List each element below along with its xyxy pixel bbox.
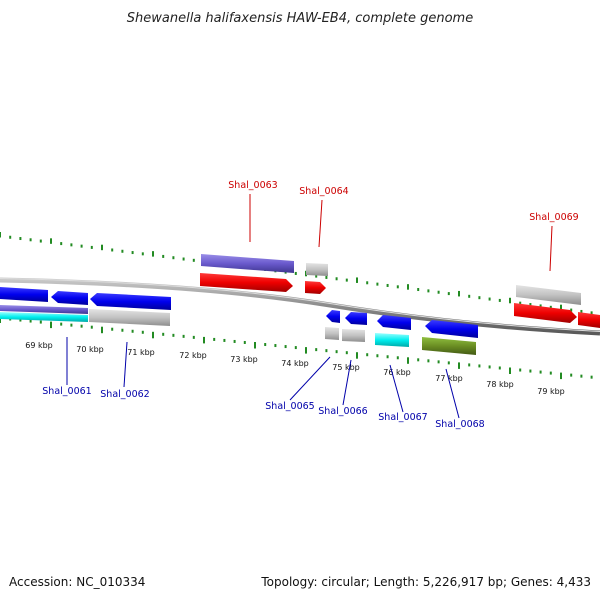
gene-arrow-shal-0061-rna[interactable]: [0, 305, 88, 314]
kbp-label: 74 kbp: [281, 359, 309, 368]
kbp-label: 73 kbp: [230, 355, 258, 364]
forward-features: [200, 254, 600, 328]
kbp-label: 75 kbp: [332, 363, 360, 372]
gene-arrow-shal-0066-rna[interactable]: [342, 329, 365, 342]
genome-backbone: [0, 277, 600, 336]
reverse-features: [0, 287, 478, 355]
gene-arrow-left-edge[interactable]: [0, 287, 48, 302]
map-title: Shewanella halifaxensis HAW-EB4, complet…: [127, 11, 473, 26]
gene-arrow-shal-0062[interactable]: [90, 293, 171, 310]
gene-labels: Shal_0063 Shal_0064 Shal_0069 Shal_0061 Shal…: [42, 180, 578, 430]
kbp-label: 78 kbp: [486, 380, 514, 389]
gene-label-shal-0069[interactable]: Shal_0069: [529, 212, 578, 223]
gene-arrow-shal-0064[interactable]: [305, 281, 326, 294]
accession-text: Accession: NC_010334: [9, 575, 145, 589]
gene-arrow-shal-0063-cds[interactable]: [200, 273, 293, 292]
gene-arrow-shal-0065[interactable]: [326, 310, 340, 323]
gene-label-shal-0067[interactable]: Shal_0067: [378, 412, 427, 423]
genome-summary-text: Topology: circular; Length: 5,226,917 bp…: [260, 575, 591, 589]
gene-arrow-shal-0063[interactable]: [201, 254, 294, 273]
kbp-label: 76 kbp: [383, 368, 411, 377]
leader-line: [389, 364, 404, 413]
kbp-label: 79 kbp: [537, 387, 565, 396]
gene-leader-lines: [66, 194, 553, 419]
gene-arrow-shal-0062-rna[interactable]: [89, 309, 170, 326]
gene-arrow-next[interactable]: [578, 312, 600, 328]
kbp-label: 72 kbp: [179, 351, 207, 360]
gene-arrow-shal-0061-cyan[interactable]: [0, 312, 88, 322]
gene-arrow-shal-0067[interactable]: [377, 315, 411, 330]
gene-label-shal-0063[interactable]: Shal_0063: [228, 180, 277, 191]
gene-arrow-shal-0064-rna[interactable]: [306, 263, 328, 276]
gene-arrow-shal-0065-rna[interactable]: [325, 327, 339, 340]
leader-line: [318, 199, 323, 248]
gene-label-shal-0061[interactable]: Shal_0061: [42, 386, 91, 397]
scale-labels: 69 kbp 70 kbp 71 kbp 72 kbp 73 kbp 74 kbp 75 k…: [25, 341, 565, 396]
gene-arrow-shal-0067-cyan[interactable]: [375, 333, 409, 347]
leader-line: [342, 359, 352, 406]
kbp-label: 70 kbp: [76, 345, 104, 354]
gene-arrow-shal-0066[interactable]: [345, 312, 367, 325]
gene-arrow-shal-0068-olive[interactable]: [422, 337, 476, 355]
lower-tick-track: [0, 316, 593, 380]
gene-label-shal-0068[interactable]: Shal_0068: [435, 419, 484, 430]
leader-line: [445, 368, 460, 419]
gene-arrow-shal-0068[interactable]: [425, 320, 478, 338]
gene-label-shal-0062[interactable]: Shal_0062: [100, 389, 149, 400]
kbp-label: 69 kbp: [25, 341, 53, 350]
gene-label-shal-0065[interactable]: Shal_0065: [265, 401, 314, 412]
kbp-label: 71 kbp: [127, 348, 155, 357]
upper-tick-track: [0, 232, 593, 315]
gene-label-shal-0064[interactable]: Shal_0064: [299, 186, 348, 197]
gene-arrow-shal-0061[interactable]: [51, 291, 88, 305]
gene-arrow-shal-0069-rna[interactable]: [516, 285, 581, 305]
leader-line: [549, 225, 553, 272]
leader-line: [289, 356, 331, 401]
gene-arrow-shal-0069[interactable]: [514, 303, 577, 323]
leader-line: [123, 341, 128, 388]
gene-label-shal-0066[interactable]: Shal_0066: [318, 406, 367, 417]
